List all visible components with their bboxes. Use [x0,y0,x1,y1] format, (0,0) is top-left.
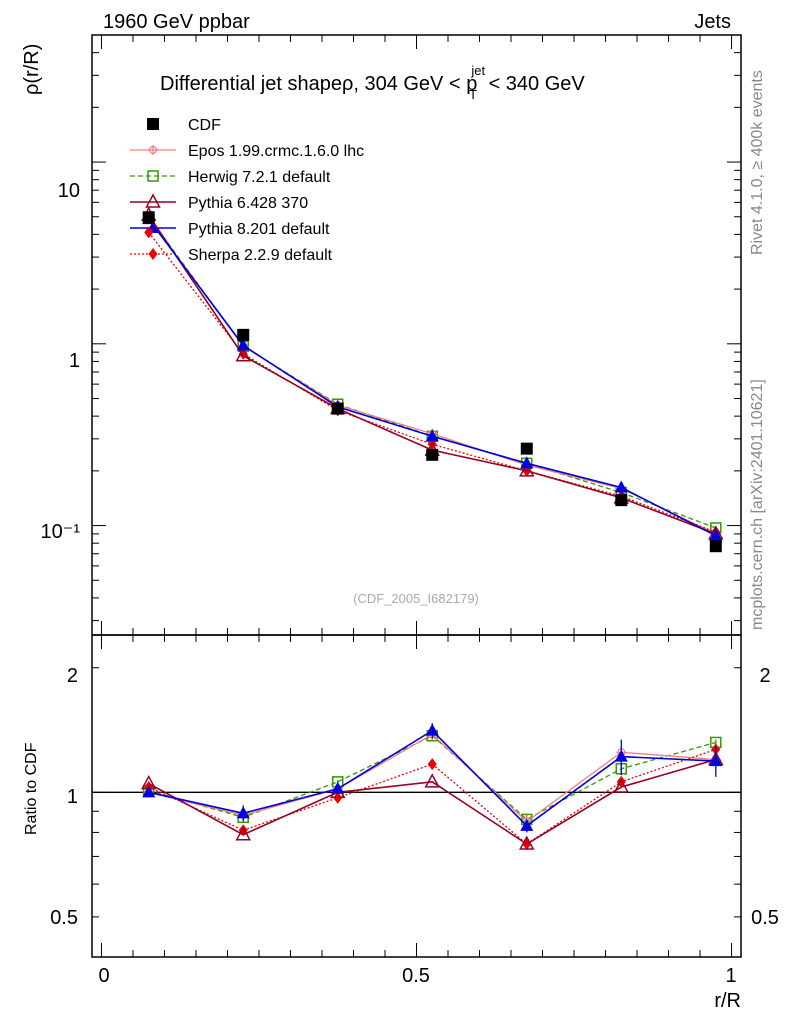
ratio-pythia8-point-2 [331,781,345,794]
legend-marker-pythia6 [145,193,161,208]
main-y-tick-10: 10 [58,180,80,202]
main-cdf-point-1 [237,328,250,341]
ratio-pythia8-point-4 [520,818,534,831]
ratio-sherpa-point-3 [427,758,437,771]
main-epos-line [148,217,717,535]
rivet-version-label: Rivet 4.1.0, ≥ 400k events [749,70,766,255]
x-axis-label: r/R [714,990,741,1012]
mcplots-label: mcplots.cern.ch [arXiv:2401.10621] [749,379,766,630]
main-pythia6-point-4 [519,462,535,477]
legend-label-epos: Epos 1.99.crmc.1.6.0 lhc [188,143,364,160]
x-tick-0.5: 0.5 [402,965,430,987]
legend: CDF Epos 1.99.crmc.1.6.0 lhc Herwig 7.2.… [130,117,364,264]
main-pythia8-line [148,218,717,537]
ratio-y-tick-0.5-right: 0.5 [751,907,779,929]
main-cdf-point-5 [615,494,628,507]
ratio-pythia6-point-4 [519,835,535,850]
legend-label-sherpa: Sherpa 2.2.9 default [188,247,333,264]
ratio-y-tick-2-right: 2 [759,665,770,687]
ratio-pythia8-point-1 [236,806,250,819]
header-collision: 1960 GeV ppbar [103,11,250,33]
ratio-y-tick-1: 1 [67,786,78,808]
ratio-pythia6-point-1 [235,826,251,841]
main-cdf-point-4 [520,442,533,455]
ratio-pythia8-point-5 [614,749,628,762]
main-pythia8-point-6 [709,528,723,541]
main-pythia8-point-5 [614,480,628,493]
ratio-pythia8-point-6 [709,754,723,767]
main-sherpa-point-0 [144,226,154,239]
x-tick-1: 1 [725,965,736,987]
ratio-epos-line [148,733,716,823]
main-axis-ticks [92,34,741,635]
main-cdf-point-0 [142,211,155,224]
main-cdf-point-6 [709,540,722,553]
legend-label-pythia8: Pythia 8.201 default [188,221,330,238]
legend-label-pythia6: Pythia 6.428 370 [188,195,308,212]
main-pythia8-point-1 [236,338,250,351]
ratio-plot-frame [91,634,742,958]
ratio-y-axis-label: Ratio to CDF [23,742,40,835]
main-y-tick-0.1: 10⁻¹ [41,521,81,543]
main-pythia6-point-1 [235,347,251,362]
analysis-id-watermark: (CDF_2005_I682179) [353,591,479,606]
ratio-pythia8-point-3 [425,723,439,736]
legend-marker-cdf [147,118,159,130]
ratio-axis-ticks [92,635,741,958]
ratio-pythia8-point-0 [142,785,156,798]
main-sherpa-line [148,232,717,533]
legend-label-herwig: Herwig 7.2.1 default [188,169,331,186]
ratio-herwig-line [148,734,716,821]
legend-label-cdf: CDF [188,117,221,134]
ratio-y-tick-2: 2 [67,665,78,687]
ratio-pythia6-line [148,758,717,845]
legend-marker-herwig [147,170,159,182]
main-y-axis-label: ρ(r/R) [21,44,43,95]
main-data-marks [140,206,724,553]
main-cdf-point-2 [331,402,344,415]
main-y-tick-1: 1 [69,350,80,372]
ratio-y-tick-0.5: 0.5 [50,907,78,929]
header-category: Jets [694,11,731,33]
chart-title: Differential jet shapeρ, 304 GeV < pjet T… [160,63,585,102]
main-pythia8-point-3 [425,429,439,442]
ratio-pythia6-point-3 [424,773,441,788]
x-tick-0: 0 [98,965,109,987]
ratio-data-marks [92,723,741,851]
main-pythia8-point-4 [520,456,534,469]
legend-marker-epos [148,145,158,155]
legend-marker-sherpa [148,248,158,260]
ratio-pythia8-line [148,729,716,827]
ratio-pythia6-point-5 [613,778,630,793]
main-cdf-point-3 [426,448,439,461]
